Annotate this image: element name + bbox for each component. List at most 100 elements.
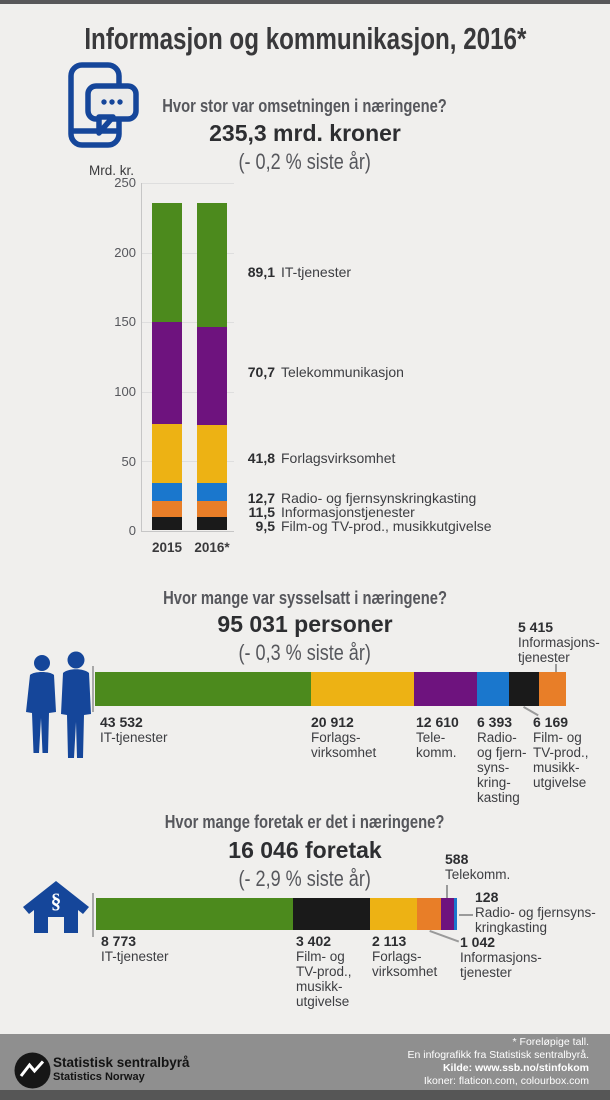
bar-label-film: 6 169 Film- og TV-prod., musikk-utgivelse: [533, 714, 589, 790]
label-line: Film- og: [296, 949, 345, 964]
y-tick: 50: [121, 454, 136, 469]
label-line: kring-: [477, 775, 511, 790]
bar-segment: [508, 672, 540, 706]
label-line: kasting: [477, 790, 520, 805]
bar-segment: [197, 500, 227, 517]
label-line: Forlags-: [372, 949, 422, 964]
bar-segment: [152, 500, 182, 517]
bar-label-forlag: 20 912 Forlags-virksomhet: [311, 714, 377, 760]
x-label-2016: 2016*: [194, 540, 230, 555]
label-line: TV-prod.,: [533, 745, 589, 760]
label-line: musikk-: [533, 760, 580, 775]
label-line: Tele-: [416, 730, 446, 745]
label-line: IT-tjenester: [101, 949, 169, 964]
stacked-column-chart: [141, 183, 234, 532]
label-line: Radio- og fjernsyns-: [475, 905, 596, 920]
label-line: utgivelse: [296, 994, 350, 1009]
bar-label-forlag-2: 2 113 Forlags-virksomhet: [372, 933, 438, 979]
gridline: [142, 392, 234, 393]
footer: [0, 1034, 610, 1090]
bar-segment: [95, 672, 311, 706]
bar-segment: [152, 482, 182, 501]
leader-line: [446, 885, 448, 898]
org-name: Statistisk sentralbyrå: [53, 1055, 190, 1070]
bar-segment: [417, 898, 441, 930]
callout-radio: 128 Radio- og fjernsyns-kringkasting: [475, 889, 596, 935]
bar-segment: [96, 898, 294, 930]
label-line: virksomhet: [372, 964, 438, 979]
bar-2015: [152, 202, 182, 530]
bottom-strip: [0, 1090, 610, 1100]
bar-segment: [152, 321, 182, 425]
bar-segment: [197, 327, 227, 426]
label-line: komm.: [416, 745, 457, 760]
employment-amount: 95 031 personer: [217, 611, 393, 637]
bar-2016: [197, 203, 227, 530]
label-line: Informasjons-: [518, 635, 600, 650]
leader-line: [555, 664, 557, 673]
page-title: Informasjon og kommunikasjon, 2016*: [83, 21, 527, 56]
y-tick: 150: [114, 314, 136, 329]
bar-segment: [476, 672, 509, 706]
question-enterprises: Hvor mange foretak er det i næringene?: [165, 812, 445, 832]
bar-segment: [152, 202, 182, 322]
label-line: musikk-: [296, 979, 343, 994]
people-icon: [26, 651, 91, 758]
bar-segment: [539, 672, 566, 706]
gridline: [142, 183, 234, 184]
label-line: IT-tjenester: [100, 730, 168, 745]
bar-segment: [293, 898, 370, 930]
label-line: Ikoner: flaticon.com, colourbox.com: [423, 1075, 589, 1087]
axis-tick-line: [92, 893, 94, 937]
legend-info: 11,5 Informasjonstjenester: [248, 504, 415, 520]
y-tick: 0: [128, 523, 136, 538]
label-line: syns-: [477, 760, 510, 775]
y-axis-line: [141, 183, 142, 532]
turnover-amount: 235,3 mrd. kroner: [209, 120, 401, 146]
employment-change: (- 0,3 % siste år): [238, 640, 372, 665]
footer-notes: * Foreløpige tall. En infografikk fra Sta…: [408, 1036, 590, 1088]
label-line: og fjern-: [477, 745, 527, 760]
label-line: * Foreløpige tall.: [512, 1036, 589, 1048]
label-line: virksomhet: [311, 745, 377, 760]
bar-segment: [369, 898, 418, 930]
y-tick: 100: [114, 384, 136, 399]
y-axis-unit-label: Mrd. kr.: [89, 163, 135, 178]
x-axis-line: [142, 531, 234, 532]
legend-it: 89,1 IT-tjenester: [247, 264, 352, 280]
bar-label-it: 43 532 IT-tjenester: [100, 714, 168, 745]
legend-forlag: 41,8 Forlagsvirksomhet: [247, 450, 396, 466]
bar-segment: [152, 516, 182, 530]
label-line: TV-prod.,: [296, 964, 352, 979]
axis-tick-line: [92, 666, 94, 712]
callout-informasjonstjenester-2: 1 042 Informasjons-tjenester: [460, 934, 542, 980]
legend-telekom: 70,7 Telekommunikasjon: [247, 364, 404, 380]
label-line: tjenester: [460, 965, 512, 980]
enterprises-change: (- 2,9 % siste år): [238, 866, 372, 891]
bar-label-radio: 6 393 Radio-og fjern-syns-kring-kasting: [477, 714, 527, 805]
bar-label-telekom: 12 610 Tele-komm.: [416, 714, 459, 760]
bar-segment: [440, 898, 455, 930]
label-line: Radio-: [477, 730, 517, 745]
callout-telekom: 588 Telekomm.: [445, 851, 511, 882]
svg-text:§: §: [51, 889, 62, 913]
callout-informasjonstjenester: 5 415 Informasjons-tjenester: [518, 619, 600, 665]
y-tick: 250: [114, 175, 136, 190]
employment-stacked-bar: [95, 672, 566, 706]
bar-segment: [197, 483, 227, 501]
bar-segment: [310, 672, 415, 706]
y-tick: 200: [114, 245, 136, 260]
gridline: [142, 461, 234, 462]
top-strip: [0, 0, 610, 4]
chat-phone-icon: [68, 62, 139, 148]
label-line: kringkasting: [475, 920, 548, 935]
x-label-2015: 2015: [151, 540, 183, 555]
turnover-change: (- 0,2 % siste år): [238, 149, 372, 174]
label-line: Informasjons-: [460, 950, 542, 965]
bar-segment: [197, 425, 227, 484]
bar-segment: [197, 203, 227, 328]
gridline: [142, 322, 234, 323]
bar-segment: [152, 424, 182, 483]
ssb-logo: [14, 1052, 51, 1089]
